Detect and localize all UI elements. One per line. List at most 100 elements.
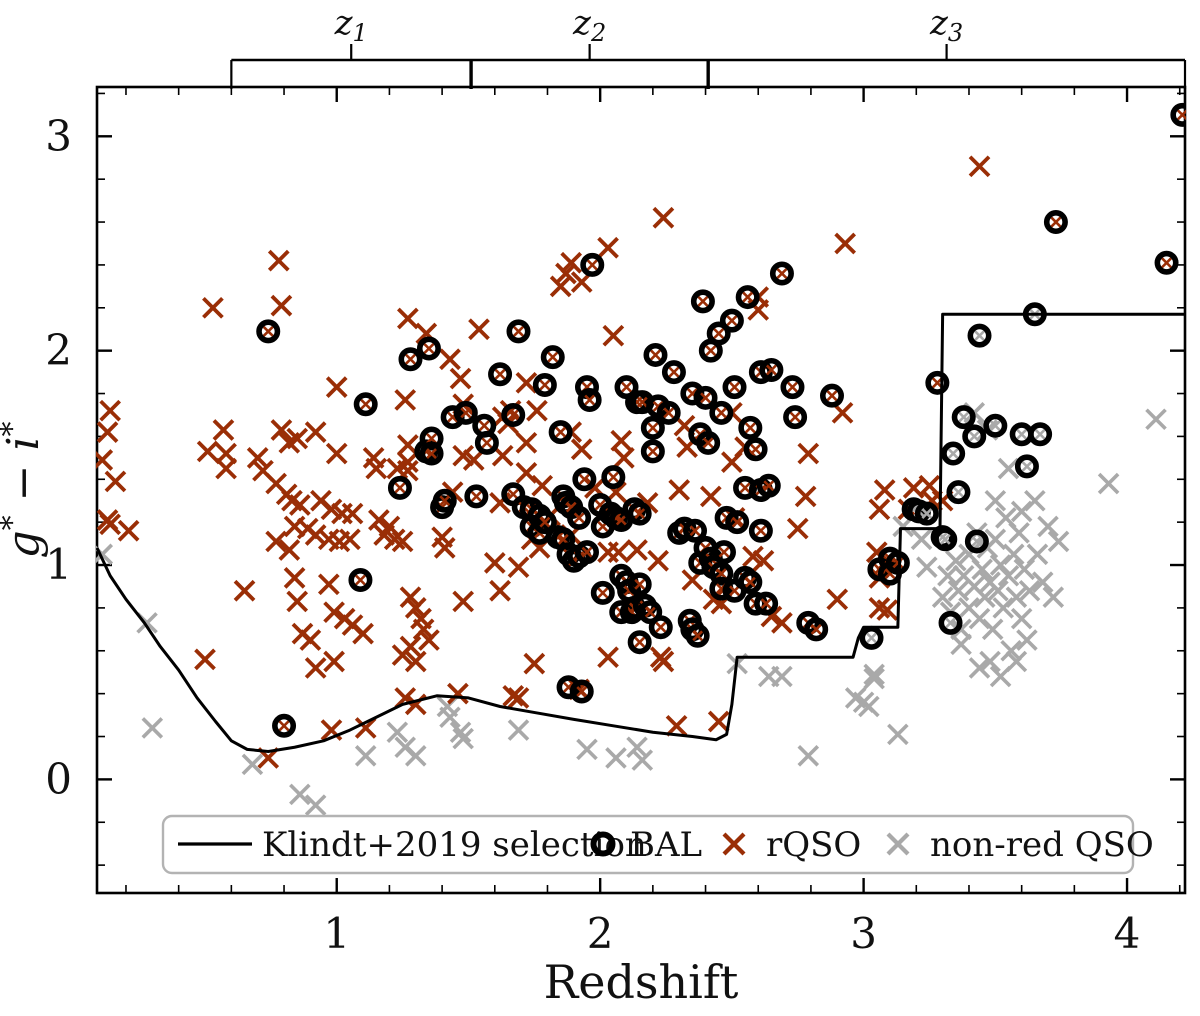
rqso-marker-stroke bbox=[652, 206, 675, 229]
bal-inner-x bbox=[470, 490, 482, 502]
bal-inner-x bbox=[460, 407, 472, 419]
non-red-qso-marker-stroke bbox=[910, 528, 933, 551]
rqso-marker bbox=[507, 556, 530, 579]
bal-marker bbox=[532, 372, 557, 397]
rqso-marker bbox=[786, 517, 809, 540]
rqso-marker-stroke bbox=[267, 249, 290, 272]
bal-ring bbox=[474, 430, 499, 455]
rqso-marker bbox=[246, 447, 269, 469]
rqso-marker-stroke bbox=[202, 296, 224, 319]
bal-inner-x bbox=[789, 411, 801, 423]
bal-inner-x bbox=[715, 407, 727, 419]
bal-marker bbox=[1154, 250, 1179, 275]
bal-inner-x bbox=[692, 630, 704, 642]
rqso-marker-stroke bbox=[320, 498, 343, 521]
bal-ring bbox=[706, 321, 731, 346]
bal-marker bbox=[804, 617, 829, 642]
bal-ring bbox=[962, 424, 987, 449]
non-red-qso-marker-stroke bbox=[439, 706, 461, 728]
rqso-marker-stroke bbox=[786, 517, 809, 540]
bal-ring bbox=[398, 347, 423, 372]
selection-line bbox=[96, 312, 1185, 754]
non-red-qso-marker-stroke bbox=[971, 558, 993, 581]
y-tick-label: 1 bbox=[45, 540, 72, 589]
non-red-qso-marker-stroke bbox=[1016, 629, 1038, 651]
rqso-marker-stroke bbox=[286, 427, 309, 450]
rqso-marker-stroke bbox=[418, 629, 440, 651]
bal-marker bbox=[769, 261, 794, 286]
non-red-qso-marker bbox=[1047, 530, 1070, 553]
bal-inner-x bbox=[1050, 216, 1062, 228]
bal-marker bbox=[453, 400, 478, 425]
bal-inner-x bbox=[578, 473, 590, 485]
rqso-marker-stroke bbox=[96, 449, 114, 469]
bal-inner-x-stroke bbox=[1161, 257, 1173, 269]
bal-inner-x-stroke bbox=[755, 525, 767, 537]
non-red-qso-marker bbox=[950, 618, 972, 641]
series-rqso bbox=[96, 155, 991, 769]
non-red-qso-marker-stroke bbox=[997, 564, 1020, 587]
bal-marker bbox=[590, 580, 615, 605]
bal-inner-x bbox=[649, 349, 662, 361]
non-red-qso-marker-stroke bbox=[386, 721, 409, 744]
rqso-marker-stroke bbox=[278, 539, 301, 561]
bal-inner-x bbox=[739, 482, 751, 494]
bal-inner-x-stroke bbox=[971, 535, 983, 547]
legend-label-rqso: rQSO bbox=[766, 825, 861, 865]
bal-ring bbox=[983, 413, 1008, 438]
bal-ring bbox=[532, 372, 557, 397]
bal-ring bbox=[540, 345, 565, 370]
bal-inner-x-stroke bbox=[713, 327, 725, 340]
rqso-marker-stroke bbox=[431, 526, 453, 549]
bal-ring bbox=[567, 505, 592, 530]
rqso-marker-stroke bbox=[868, 597, 891, 619]
bal-ring bbox=[938, 610, 963, 635]
bal-inner-x bbox=[765, 364, 777, 376]
bal-marker bbox=[348, 568, 373, 593]
rqso-marker-stroke bbox=[760, 605, 783, 628]
non-red-qso-marker bbox=[404, 745, 427, 767]
bal-inner-x-stroke bbox=[636, 396, 648, 408]
non-red-qso-marker-stroke bbox=[995, 507, 1017, 529]
bal-inner-x bbox=[573, 512, 585, 524]
axes-box bbox=[95, 85, 1187, 895]
rqso-marker bbox=[352, 622, 374, 645]
rqso-marker bbox=[418, 629, 440, 651]
non-red-qso-marker-stroke bbox=[947, 579, 970, 602]
rqso-marker-stroke bbox=[99, 513, 122, 536]
bal-ring bbox=[951, 405, 976, 430]
non-red-qso-marker bbox=[937, 564, 959, 587]
bal-inner-x-stroke bbox=[947, 448, 959, 460]
bal-ring bbox=[601, 465, 626, 490]
non-red-qso-marker bbox=[626, 736, 648, 759]
rqso-marker-stroke bbox=[549, 275, 572, 298]
rqso-marker-stroke bbox=[668, 479, 691, 501]
bal-inner-x-stroke bbox=[262, 325, 274, 337]
bal-inner-x bbox=[507, 488, 519, 500]
rqso-marker bbox=[196, 440, 219, 463]
bal-ring bbox=[548, 420, 573, 445]
non-red-qso-marker-stroke bbox=[979, 650, 1001, 673]
rqso-marker-stroke bbox=[699, 485, 722, 508]
bal-inner-x bbox=[1161, 257, 1173, 269]
rqso-marker bbox=[523, 652, 546, 675]
bal-inner-x-stroke bbox=[865, 632, 878, 644]
bal-ring bbox=[783, 405, 808, 430]
bal-inner-x-stroke bbox=[1176, 109, 1186, 121]
rqso-marker-stroke bbox=[412, 618, 435, 641]
non-red-qso-marker bbox=[974, 586, 996, 608]
rqso-marker bbox=[354, 717, 377, 739]
non-red-qso-marker-stroke bbox=[1018, 579, 1041, 602]
bal-ring bbox=[735, 285, 760, 310]
non-red-qso-marker-stroke bbox=[1002, 543, 1025, 566]
rqso-marker-stroke bbox=[368, 509, 390, 531]
bal-ring bbox=[648, 615, 673, 640]
rqso-marker bbox=[365, 457, 388, 480]
bal-inner-x-stroke bbox=[634, 578, 646, 590]
rqso-marker bbox=[626, 539, 648, 561]
bal-ring bbox=[506, 319, 531, 344]
non-red-qso-marker-stroke bbox=[449, 721, 472, 744]
bal-marker bbox=[711, 540, 736, 565]
rqso-marker-stroke bbox=[404, 597, 427, 619]
